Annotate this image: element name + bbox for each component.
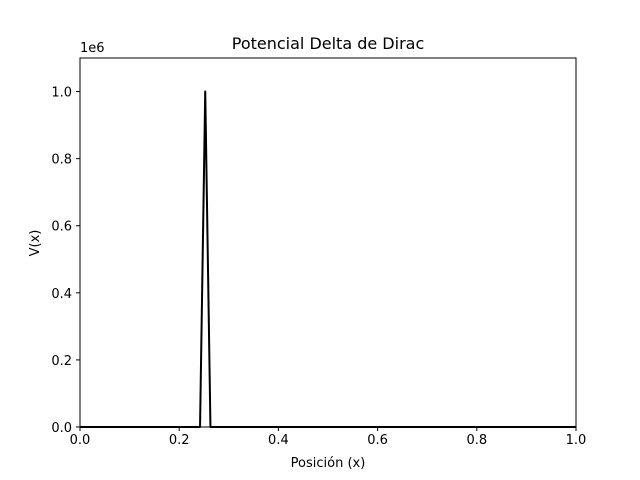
- y-tick-label: 0.0: [51, 421, 72, 436]
- x-tick-label: 0.2: [169, 433, 190, 448]
- x-axis-ticks: 0.0 0.2 0.4 0.6 0.8 1.0: [70, 427, 587, 448]
- x-axis-label: Posición (x): [291, 456, 366, 471]
- x-tick-label: 0.0: [70, 433, 91, 448]
- y-tick-label: 0.4: [51, 287, 72, 302]
- y-tick-label: 0.6: [51, 220, 72, 235]
- y-tick-label: 1.0: [51, 86, 72, 101]
- x-tick-label: 1.0: [566, 433, 587, 448]
- y-axis-label: V(x): [28, 230, 43, 257]
- x-tick-label: 0.6: [367, 433, 388, 448]
- x-tick-label: 0.4: [268, 433, 289, 448]
- y-tick-label: 0.8: [51, 153, 72, 168]
- plot-area: [79, 57, 577, 428]
- chart-title: Potencial Delta de Dirac: [232, 34, 425, 53]
- y-axis-ticks: 0.0 0.2 0.4 0.6 0.8 1.0: [51, 86, 80, 436]
- x-tick-label: 0.8: [466, 433, 487, 448]
- y-tick-label: 0.2: [51, 354, 72, 369]
- y-offset-label: 1e6: [80, 41, 105, 56]
- axes-frame: [79, 57, 577, 428]
